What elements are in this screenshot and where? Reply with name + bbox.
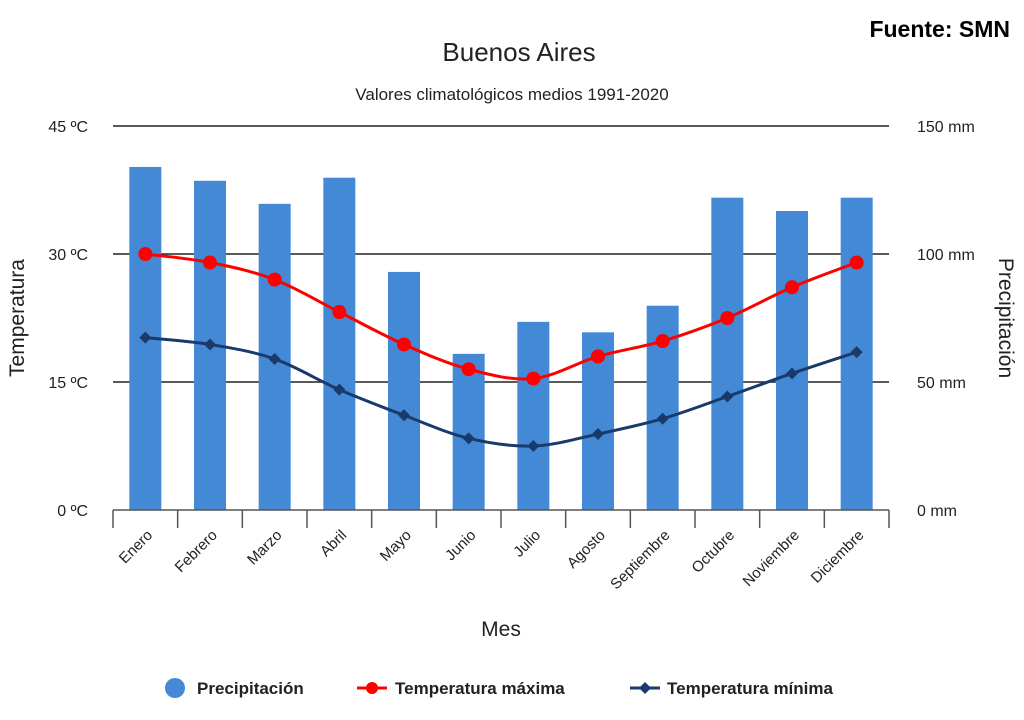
- x-tick-label: Junio: [442, 527, 479, 564]
- x-tick-label: Enero: [116, 527, 156, 567]
- x-tick-label: Abril: [317, 527, 350, 560]
- point-tmax: [397, 337, 411, 352]
- point-tmin: [398, 409, 410, 422]
- x-tick-label: Febrero: [172, 527, 221, 576]
- x-tick-label: Mayo: [377, 527, 415, 565]
- x-tick-label: Diciembre: [808, 527, 868, 587]
- x-tick-label: Julio: [510, 527, 544, 561]
- x-tick-label: Marzo: [244, 527, 285, 568]
- y-right-tick-label: 50 mm: [917, 375, 966, 392]
- point-tmax: [591, 349, 605, 364]
- line-tmax: [145, 252, 858, 381]
- chart-title: Buenos Aires: [442, 37, 595, 67]
- point-tmin: [527, 440, 540, 452]
- legend: Precipitación Temperatura máxima Tempera…: [165, 678, 834, 698]
- line-tmin: [145, 336, 858, 448]
- y-left-tick-label: 30 ºC: [48, 247, 88, 264]
- point-tmin: [721, 390, 734, 403]
- point-tmax: [655, 334, 670, 349]
- point-tmax: [138, 247, 153, 261]
- bar-precipitacion: [776, 210, 808, 510]
- source-label: Fuente: SMN: [869, 16, 1010, 42]
- bar-precipitacion: [711, 197, 744, 510]
- x-tick-label: Octubre: [688, 527, 738, 577]
- legend-tmax-marker: [366, 682, 378, 694]
- y-right-tick-label: 100 mm: [917, 247, 975, 264]
- point-tmax: [267, 272, 282, 287]
- point-tmin: [786, 367, 798, 380]
- bar-precipitacion: [517, 321, 550, 510]
- point-tmin: [333, 383, 346, 396]
- point-tmax: [785, 280, 799, 295]
- x-axis-label: Mes: [481, 618, 521, 641]
- y-left-label: Temperatura: [6, 259, 29, 377]
- x-tick-label: Septiembre: [607, 527, 673, 593]
- point-tmax: [849, 255, 864, 270]
- y-right-tick-label: 150 mm: [917, 119, 975, 136]
- y-right-tick-label: 0 mm: [917, 503, 957, 520]
- point-tmin: [850, 346, 863, 359]
- legend-tmax-label: Temperatura máxima: [395, 679, 565, 698]
- point-tmin: [204, 338, 216, 351]
- legend-precip-label: Precipitación: [197, 679, 304, 698]
- legend-precip-marker: [165, 678, 185, 698]
- bar-precipitacion: [388, 271, 420, 510]
- point-tmax: [461, 362, 476, 377]
- y-left-tick-label: 45 ºC: [48, 119, 88, 136]
- point-tmin: [268, 352, 281, 365]
- point-tmax: [203, 255, 217, 270]
- bar-precipitacion: [323, 177, 356, 510]
- x-tick-label: Agosto: [564, 527, 609, 572]
- point-tmin: [656, 412, 669, 425]
- y-right-label: Precipitación: [994, 258, 1017, 378]
- y-left-tick-label: 15 ºC: [48, 375, 88, 392]
- legend-tmin-label: Temperatura mínima: [667, 679, 834, 698]
- point-tmax: [332, 305, 347, 320]
- point-tmin: [462, 432, 475, 445]
- chart-subtitle: Valores climatológicos medios 1991-2020: [355, 85, 668, 104]
- x-tick-label: Noviembre: [740, 527, 803, 590]
- y-left-tick-label: 0 ºC: [57, 503, 88, 520]
- bar-precipitacion: [452, 353, 485, 510]
- legend-tmin-marker: [639, 682, 651, 694]
- point-tmax: [526, 371, 541, 386]
- point-tmax: [720, 311, 735, 325]
- point-tmin: [592, 428, 604, 441]
- point-tmin: [139, 331, 152, 344]
